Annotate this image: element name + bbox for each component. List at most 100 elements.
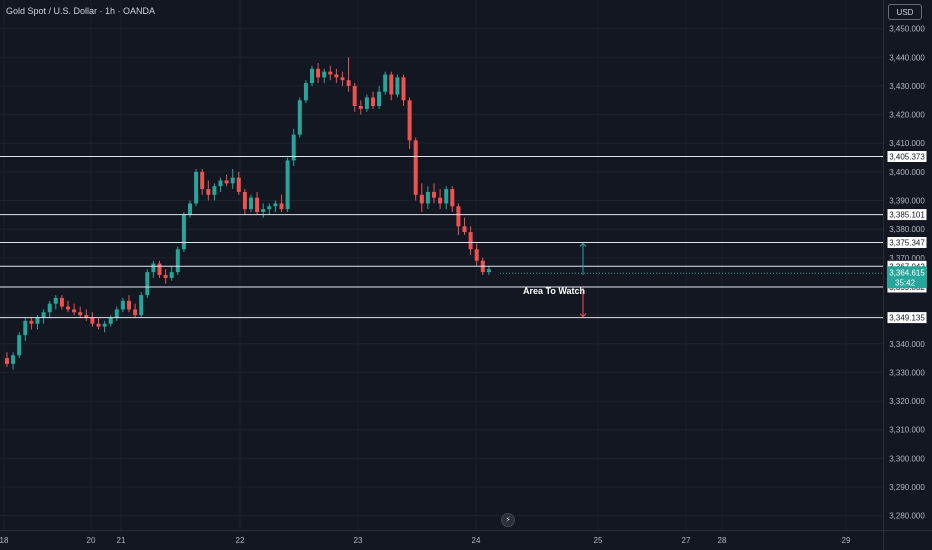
lightning-icon[interactable]: ⚡ [501,513,515,527]
candle-body [114,309,119,318]
candle-body [145,272,150,296]
candle-body [285,160,290,210]
candle-body [279,203,284,210]
candle-body [419,194,424,204]
price-tick-label: 3,320.000 [889,397,925,406]
candle-body [90,318,95,324]
price-tick-label: 3,330.000 [889,368,925,377]
candle-body [212,186,217,195]
price-line-tag [886,208,928,222]
time-tick-label: 25 [594,536,603,545]
candle-body [188,203,192,215]
candle-body [236,177,241,192]
candle-body [84,315,89,318]
candle-body [395,77,400,95]
candle-body [200,171,205,190]
time-tick-label: 24 [472,536,481,545]
range-arrows [579,242,587,318]
candle-body [23,320,28,336]
candle-body [334,74,339,78]
candle-body [468,232,473,250]
candle-body [364,97,369,109]
time-tick-label: 29 [842,536,851,545]
price-axis: 3,280.000 3,290.000 3,300.000 3,310.000 3,32… [889,25,925,521]
candle-body [456,206,461,227]
price-line-labels: 3,405.3733,385.1013,375.3473,367.0423,35… [886,149,928,325]
horizontal-lines [0,155,883,319]
candle-body [169,272,174,278]
candle-body [389,74,394,95]
price-tick-label: 3,440.000 [889,53,925,62]
candle-body [462,226,467,233]
candle-body [41,312,46,318]
candle-body [316,68,321,78]
price-line-tag-text: 3,349.135 [889,314,925,323]
candle-body [432,191,436,198]
candle-body [163,275,168,278]
candle-body [273,203,278,207]
candle-body [407,100,412,141]
candle-body [444,189,449,204]
countdown-timer: 35:42 [895,278,916,287]
candle-body [181,214,186,250]
candle-body [66,306,70,310]
candle-body [346,80,351,86]
candle-body [291,134,296,161]
price-tick-label: 3,290.000 [889,483,925,492]
current-price-tag [887,266,927,289]
candle-body [340,77,345,81]
price-tick-label: 3,300.000 [889,454,925,463]
time-tick-label: 23 [354,536,363,545]
candle-body [29,320,34,324]
candle-body [72,309,77,313]
candle-body [11,355,16,364]
time-tick-label: 21 [117,536,126,545]
price-tick-label: 3,310.000 [889,426,925,435]
candle-body [78,312,83,316]
candle-body [53,297,58,304]
candle-body [328,71,333,75]
candle-body [401,77,406,101]
candle-body [5,358,9,364]
time-tick-label: 27 [682,536,691,545]
time-tick-label: 20 [87,536,96,545]
candle-body [377,91,382,106]
candle-body [413,140,418,195]
price-tick-label: 3,370.000 [889,254,925,263]
candle-body [230,177,235,184]
price-line-tag-text: 3,375.347 [889,239,925,248]
candle-body [120,300,125,310]
candle-body [194,171,199,204]
price-tick-label: 3,450.000 [889,25,925,34]
candle-body [352,85,357,106]
price-line-tag [886,149,928,163]
candle-body [383,74,388,92]
candle-body [450,189,455,207]
time-axis: 18 20 21 22 23 24 25 27 28 29 [0,536,851,545]
price-line-tag-text: 3,405.373 [889,152,925,161]
candle-body [157,263,162,276]
down-arrow-head [579,313,587,318]
candle-body [297,100,302,135]
candle-body [127,300,131,310]
candle-body [261,209,266,212]
candle-body [47,303,52,313]
candle-body [322,71,327,78]
candle-body [151,263,156,273]
candle-body [358,106,363,109]
price-tick-label: 3,400.000 [889,168,925,177]
area-to-watch-label: Area To Watch [523,286,585,296]
candle-body [425,191,430,204]
symbol-title: Gold Spot / U.S. Dollar · 1h · OANDA [6,6,156,16]
candle-body [133,309,138,316]
candle-body [206,189,211,195]
currency-button[interactable]: USD [888,4,922,20]
candle-body [371,97,375,106]
candle-body [249,197,253,210]
time-tick-label: 28 [718,536,727,545]
candle-body [224,180,229,184]
candle-body [139,295,144,316]
time-tick-label: 22 [236,536,245,545]
